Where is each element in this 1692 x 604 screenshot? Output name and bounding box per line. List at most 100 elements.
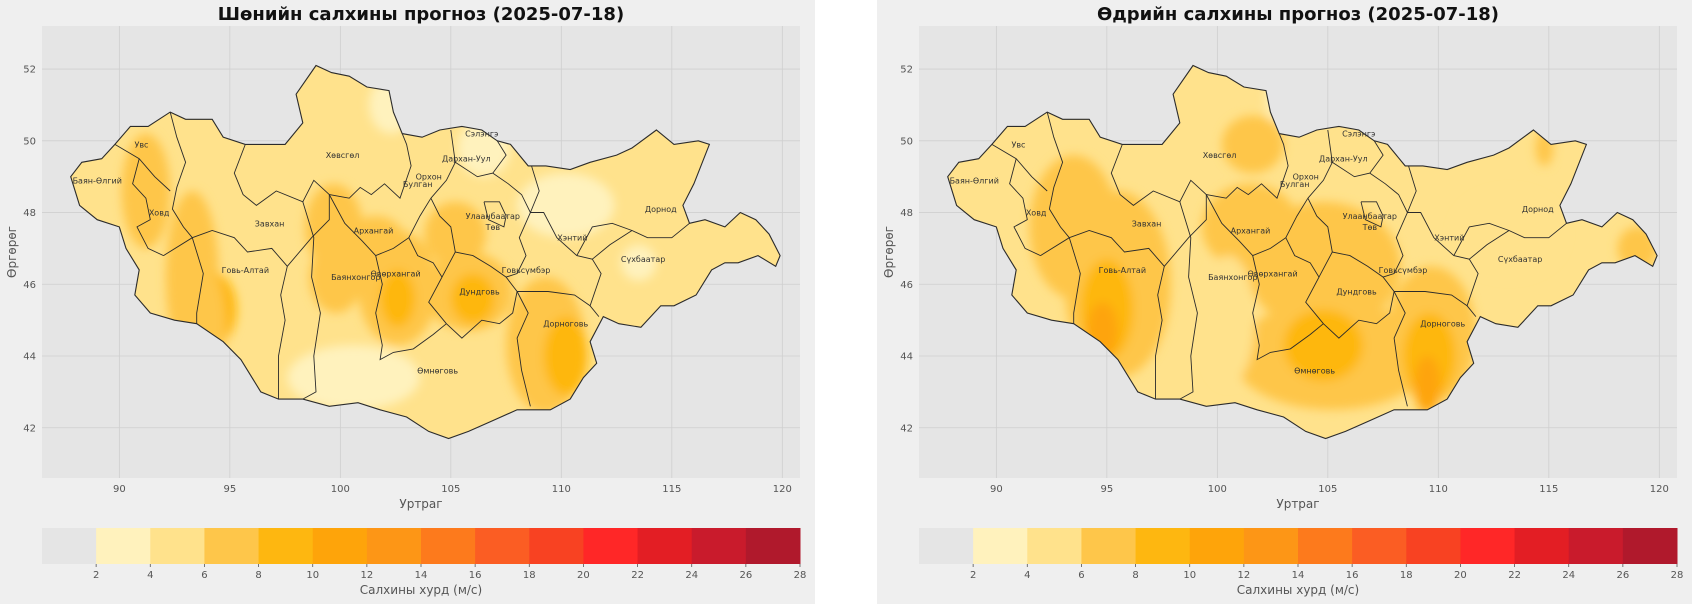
lon-tick-label: 110 xyxy=(1429,484,1448,495)
province-label: Архангай xyxy=(354,226,394,235)
colorbar-swatch xyxy=(1352,528,1407,564)
colorbar-tick-label: 16 xyxy=(469,570,482,581)
province-label: Дорноговь xyxy=(543,320,588,329)
colorbar-swatch xyxy=(1298,528,1353,564)
colorbar-swatch xyxy=(475,528,530,564)
province-label: Орхон xyxy=(1293,173,1319,182)
lat-tick-label: 44 xyxy=(900,352,913,363)
province-label: Ховд xyxy=(149,209,170,218)
wind-speed-blob xyxy=(1414,356,1441,414)
x-axis-label: Уртраг xyxy=(1276,497,1319,511)
map-title: Шөнийн салхины прогноз (2025-07-18) xyxy=(218,4,624,25)
province-label: Дундговь xyxy=(1336,287,1377,296)
colorbar-swatch xyxy=(745,528,801,564)
province-label: Сэлэнгэ xyxy=(465,130,498,139)
colorbar-swatch xyxy=(529,528,584,564)
lon-tick-label: 105 xyxy=(441,484,460,495)
province-label: Дундговь xyxy=(459,287,500,296)
colorbar-swatch xyxy=(637,528,693,564)
lon-tick-label: 120 xyxy=(773,484,792,495)
colorbar-tick-label: 28 xyxy=(1671,570,1684,581)
lat-tick-label: 50 xyxy=(23,136,36,147)
colorbar-tick-label: 4 xyxy=(1024,570,1030,581)
wind-speed-blob xyxy=(380,269,416,328)
country-border xyxy=(947,64,1658,440)
lon-tick-label: 110 xyxy=(552,484,571,495)
lon-tick-label: 100 xyxy=(331,484,350,495)
province-label: Увс xyxy=(1011,140,1025,149)
province-label: Баянхонгор xyxy=(1208,273,1257,282)
colorbar-tick-label: 16 xyxy=(1346,570,1359,581)
night-wind-map: Шөнийн салхины прогноз (2025-07-18) 90 95 1… xyxy=(5,4,806,597)
colorbar-tick-label: 18 xyxy=(1400,570,1413,581)
lat-tick-label: 46 xyxy=(23,280,36,291)
y-axis-label: Өргөрөг xyxy=(5,226,19,278)
colorbar-tick-label: 2 xyxy=(93,570,99,581)
province-label: Хөвсгөл xyxy=(1203,151,1237,160)
province-label: Сүхбаатар xyxy=(621,255,665,264)
lat-tick-label: 52 xyxy=(23,65,36,76)
colorbar-swatch xyxy=(1622,528,1678,564)
province-label: Улаанбаатар xyxy=(1343,212,1397,221)
province-label: Төв xyxy=(1362,223,1378,232)
colorbar-tick-label: 26 xyxy=(739,570,752,581)
province-label: Улаанбаатар xyxy=(466,212,520,221)
colorbar-tick-label: 20 xyxy=(577,570,590,581)
province-label: Говь-Алтай xyxy=(1099,266,1146,275)
province-label: Баянхонгор xyxy=(331,273,380,282)
province-label: Хөвсгөл xyxy=(326,151,360,160)
wind-speed-blob xyxy=(620,244,657,281)
colorbar-swatch xyxy=(1135,528,1191,564)
colorbar-tick-label: 10 xyxy=(306,570,319,581)
province-borders xyxy=(114,111,690,407)
province-label: Дархан-Уул xyxy=(442,155,491,164)
wind-speed-blob xyxy=(424,201,487,267)
province-label: Дорноговь xyxy=(1420,320,1465,329)
province-label: Булган xyxy=(1280,180,1310,189)
country-border xyxy=(70,64,781,440)
colorbar-swatch xyxy=(691,528,747,564)
wind-speed-blob xyxy=(287,345,420,410)
province-label: Сэлэнгэ xyxy=(1342,130,1375,139)
province-label: Өвөрхангай xyxy=(371,270,421,279)
lon-tick-label: 90 xyxy=(113,484,126,495)
lat-tick-label: 48 xyxy=(23,208,36,219)
colorbar-swatch xyxy=(258,528,314,564)
lon-tick-label: 120 xyxy=(1650,484,1669,495)
province-label: Говьсүмбэр xyxy=(1379,266,1428,275)
province-label: Дархан-Уул xyxy=(1319,155,1368,164)
colorbar-tick-label: 14 xyxy=(415,570,428,581)
colorbar-tick-label: 6 xyxy=(1078,570,1084,581)
wind-speed-blob xyxy=(517,173,615,238)
colorbar-label: Салхины хурд (м/с) xyxy=(1237,583,1359,597)
colorbar-swatch xyxy=(1514,528,1570,564)
y-axis-label: Өргөрөг xyxy=(882,226,896,278)
colorbar-tick-label: 6 xyxy=(201,570,207,581)
wind-speed-blob xyxy=(1453,191,1565,278)
colorbar-tick-label: 22 xyxy=(1508,570,1521,581)
lat-tick-label: 48 xyxy=(900,208,913,219)
colorbar-swatch xyxy=(1189,528,1245,564)
lat-tick-label: 42 xyxy=(23,423,36,434)
wind-speed-blob xyxy=(121,133,171,249)
colorbar-tick-label: 12 xyxy=(360,570,373,581)
colorbar-swatch xyxy=(973,528,1028,564)
colorbar-tick-label: 10 xyxy=(1183,570,1196,581)
x-axis-label: Уртраг xyxy=(399,497,442,511)
wind-speed-blob xyxy=(1283,309,1364,382)
colorbar-swatch xyxy=(1243,528,1299,564)
province-label: Хэнтий xyxy=(557,234,587,243)
colorbar-swatch xyxy=(1568,528,1624,564)
wind-speed-blob xyxy=(450,273,496,324)
wind-speed-blob xyxy=(1246,201,1401,331)
wind-speed-contours xyxy=(121,76,657,414)
wind-speed-blob xyxy=(543,316,588,396)
wind-speed-blob xyxy=(1221,115,1284,174)
province-label: Өмнөговь xyxy=(417,366,458,375)
province-label: Завхан xyxy=(1132,219,1162,228)
province-label: Дорнод xyxy=(1522,205,1554,214)
lon-tick-label: 105 xyxy=(1318,484,1337,495)
colorbar-tick-label: 8 xyxy=(1132,570,1138,581)
province-label: Ховд xyxy=(1026,209,1047,218)
